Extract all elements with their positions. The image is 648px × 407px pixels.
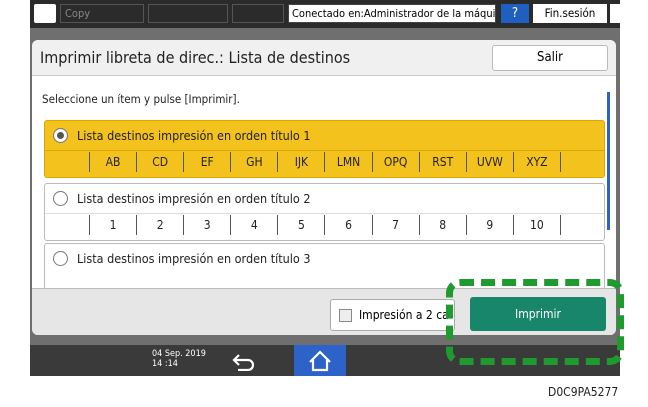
help-label: ? [511, 6, 519, 21]
option[interactable]: Lista destinos impresión en orden título… [44, 183, 605, 241]
status-bar: Copy Conectado en:Administrador de la má… [30, 0, 620, 28]
option-label: Lista destinos impresión en orden título… [77, 191, 311, 206]
footer-bar: 04 Sep. 2019 14 :14 [30, 345, 620, 376]
divider [45, 150, 604, 151]
index-key[interactable]: LMN [324, 152, 371, 172]
app-tab[interactable]: Copy [60, 4, 144, 23]
index-key[interactable]: 10 [512, 215, 561, 235]
time: 14 :14 [152, 359, 178, 369]
index-key[interactable]: 2 [136, 215, 183, 235]
index-key[interactable]: AB [89, 152, 136, 172]
logout-button[interactable]: Fin.sesión [533, 4, 607, 23]
radio [53, 191, 68, 206]
index-key[interactable]: 9 [465, 215, 513, 235]
index-key[interactable]: 4 [230, 215, 277, 235]
energy-button[interactable] [610, 4, 620, 23]
instruction: Seleccione un ítem y pulse [Imprimir]. [42, 92, 240, 106]
index-key[interactable]: OPQ [371, 152, 419, 172]
index-key[interactable]: GH [230, 152, 277, 172]
dialog-title: Imprimir libreta de direc.: Lista de des… [40, 48, 351, 67]
index-key[interactable]: XYZ [512, 152, 561, 172]
option[interactable]: Lista destinos impresión en orden título… [44, 120, 605, 178]
connection-label: Conectado en:Administrador de la máquina [292, 7, 496, 20]
index-key[interactable]: 7 [371, 215, 419, 235]
help-button[interactable]: ? [501, 4, 529, 23]
index-key[interactable]: 6 [324, 215, 371, 235]
index-key[interactable]: IJK [277, 152, 324, 172]
index-key[interactable]: RST [418, 152, 466, 172]
empty-tab [232, 4, 284, 23]
index-key[interactable]: UVW [465, 152, 513, 172]
exit-label: Salir [537, 50, 563, 65]
index-key[interactable]: 3 [183, 215, 230, 235]
connection-button[interactable]: Conectado en:Administrador de la máquina [288, 4, 496, 23]
empty-tab [148, 4, 228, 23]
action-bar: Impresión a 2 ca Imprimir [32, 288, 616, 335]
highlight-frame [446, 279, 624, 365]
date: 04 Sep. 2019 [152, 349, 206, 359]
print-label: Imprimir [515, 307, 561, 321]
index-key[interactable]: EF [183, 152, 230, 172]
dialog-header: Imprimir libreta de direc.: Lista de des… [32, 40, 616, 76]
back-icon[interactable] [230, 351, 258, 371]
index-key[interactable]: 8 [418, 215, 466, 235]
radio [53, 128, 68, 143]
home-button[interactable] [294, 345, 346, 376]
duplex-label: Impresión a 2 ca [359, 308, 449, 322]
index-row: AB CD EF GH IJK LMN OPQ RST UVW XYZ [89, 152, 561, 172]
exit-button[interactable]: Salir [492, 45, 608, 71]
index-key[interactable]: 1 [89, 215, 136, 235]
index-key[interactable]: CD [136, 152, 183, 172]
clock: 04 Sep. 2019 14 :14 [152, 349, 206, 369]
index-key[interactable]: 5 [277, 215, 324, 235]
checkbox [339, 309, 352, 322]
radio [53, 251, 68, 266]
user-icon[interactable] [34, 4, 56, 23]
scrollbar [607, 92, 610, 230]
print-button[interactable]: Imprimir [470, 297, 606, 331]
app-label: Copy [65, 7, 91, 20]
index-row: 1 2 3 4 5 6 7 8 9 10 [89, 215, 561, 235]
figure-id: D0C9PA5277 [548, 385, 619, 399]
home-icon [309, 350, 331, 372]
logout-label: Fin.sesión [544, 6, 596, 20]
option-label: Lista destinos impresión en orden título… [77, 251, 311, 266]
divider [45, 213, 604, 214]
option-label: Lista destinos impresión en orden título… [77, 128, 311, 143]
duplex-button[interactable]: Impresión a 2 ca [330, 299, 455, 331]
